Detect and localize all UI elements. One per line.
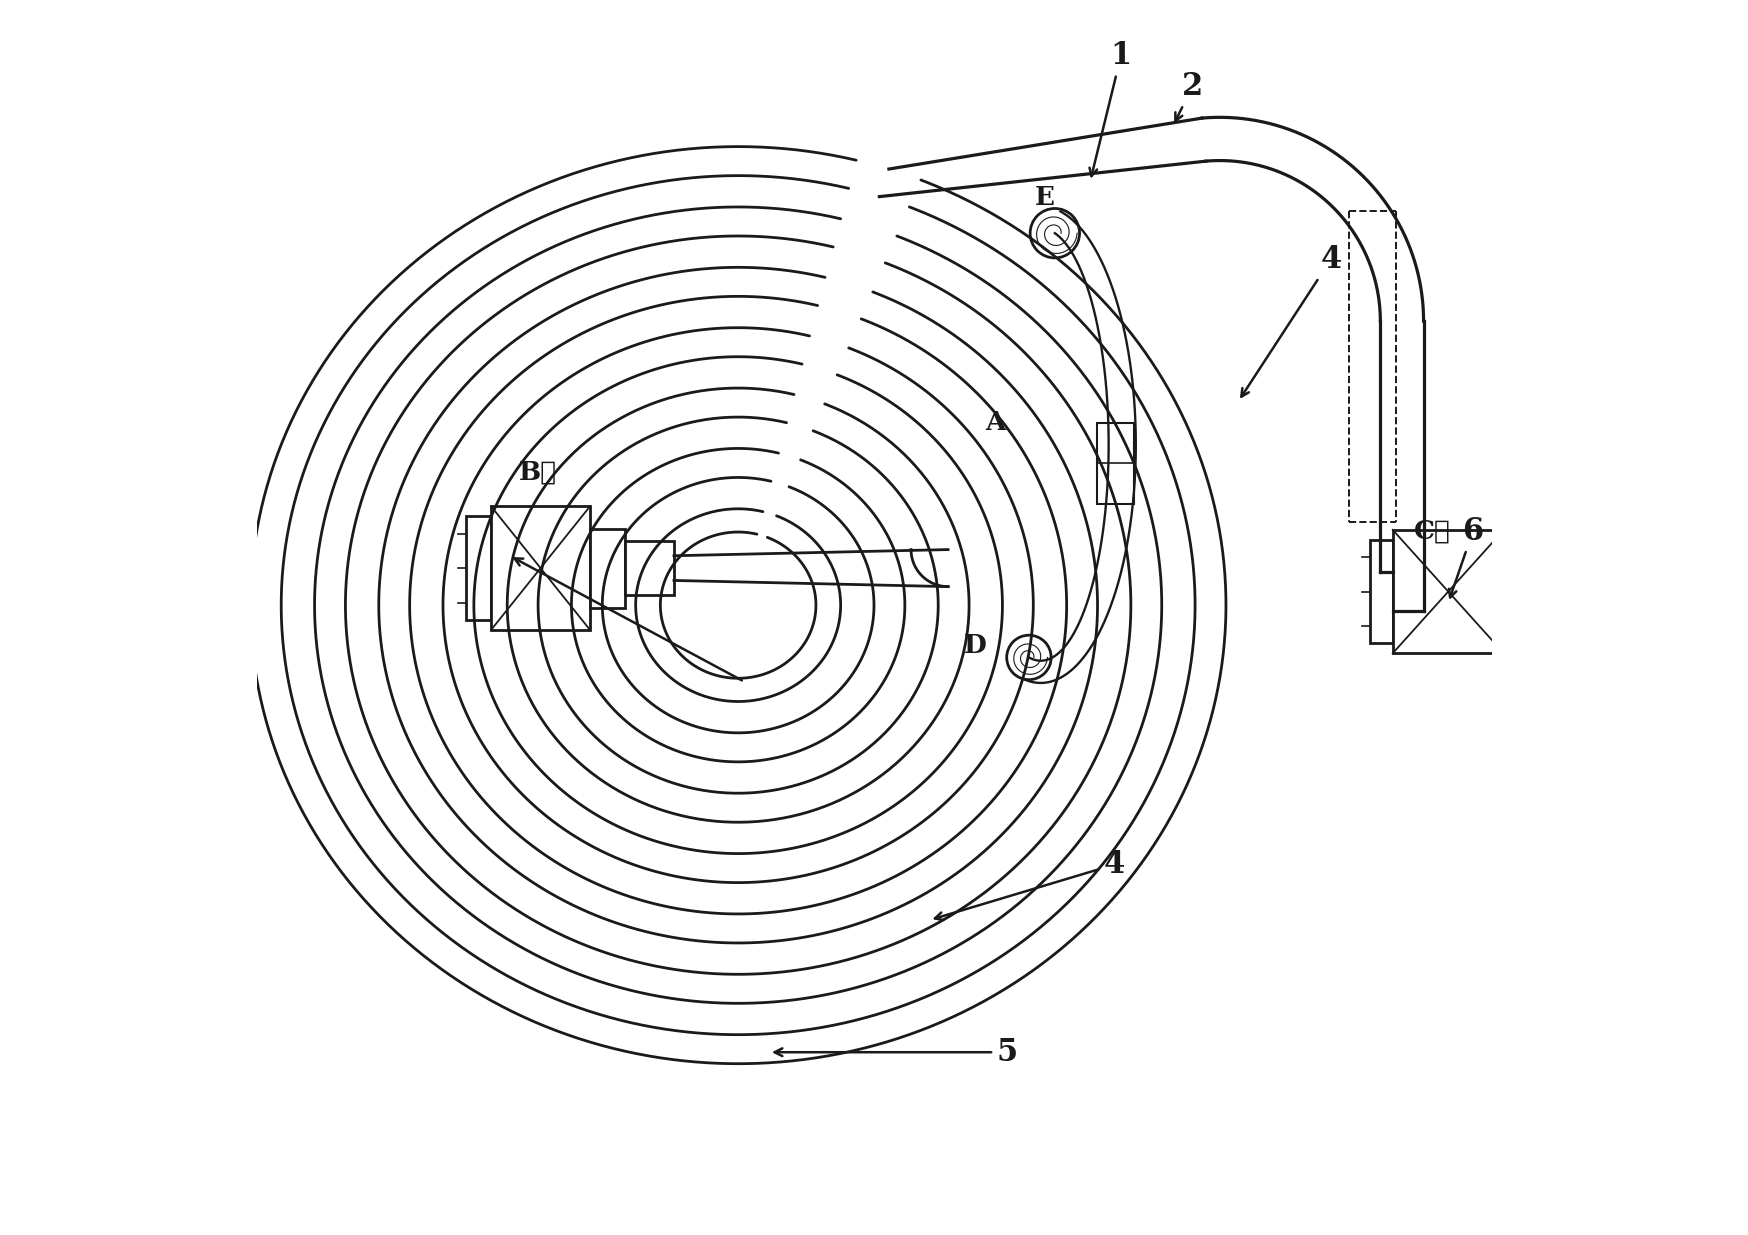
Text: B端: B端 [519,459,558,484]
Text: 2: 2 [1175,70,1203,121]
Bar [1370,540,1393,643]
Bar [1098,424,1134,504]
Text: 4: 4 [935,848,1126,920]
Text: A: A [984,410,1005,435]
Bar [467,516,491,620]
Bar [1393,530,1503,653]
Text: 5: 5 [774,1036,1017,1068]
Bar [1503,545,1535,638]
Text: 1: 1 [1089,40,1131,177]
Text: D: D [963,634,986,658]
Text: 6: 6 [1449,515,1484,598]
Circle shape [1007,635,1051,679]
Bar [624,541,675,595]
Circle shape [1030,209,1080,258]
Text: 4: 4 [1241,243,1341,396]
Text: E: E [1035,185,1054,210]
Text: C端: C端 [1414,519,1451,543]
Bar [491,506,591,630]
Bar [591,529,624,608]
